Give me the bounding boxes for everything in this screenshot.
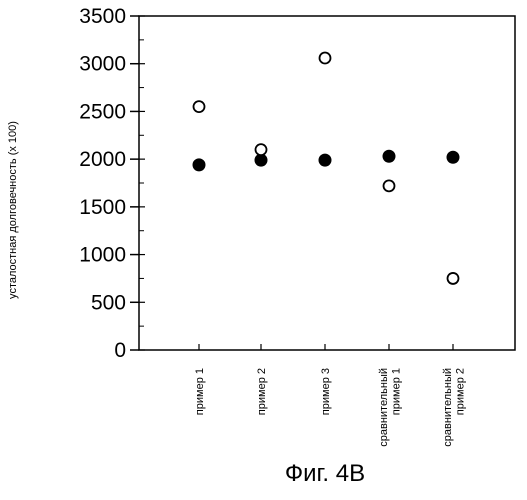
figure-caption: Фиг. 4В [285, 460, 365, 487]
y-tick-label: 0 [114, 339, 126, 362]
y-tick-label: 3500 [79, 5, 126, 28]
open-data-point [384, 180, 395, 191]
y-axis-label: усталостная долговечность (x 100) [7, 121, 19, 299]
x-category-label: сравнительныйпример 2 [442, 368, 467, 447]
y-tick-label: 1500 [79, 196, 126, 219]
x-category-label: пример 3 [320, 368, 332, 415]
y-tick-label: 3000 [79, 53, 126, 76]
y-tick-label: 2500 [79, 100, 126, 123]
filled-data-point [447, 151, 459, 163]
axes [139, 16, 515, 350]
x-category-label: пример 2 [256, 368, 268, 415]
x-category-label: сравнительныйпример 1 [378, 368, 403, 447]
x-ticks: пример 1 пример 2 пример 3 сравнительныйпри… [194, 344, 466, 447]
open-data-point [448, 273, 459, 284]
y-tick-label: 500 [91, 291, 126, 314]
open-data-point [194, 101, 205, 112]
filled-data-point [383, 150, 395, 162]
filled-data-point [319, 154, 331, 166]
filled-data-point [193, 159, 205, 171]
y-tick-label: 2000 [79, 148, 126, 171]
open-data-point [256, 144, 267, 155]
y-ticks: 0 500 1000 1500 2000 2500 3000 3500 [79, 5, 145, 362]
y-tick-label: 1000 [79, 244, 126, 267]
x-category-label: пример 1 [194, 368, 206, 415]
plot-frame [139, 16, 515, 350]
data-points [193, 52, 459, 283]
open-data-point [320, 52, 331, 63]
